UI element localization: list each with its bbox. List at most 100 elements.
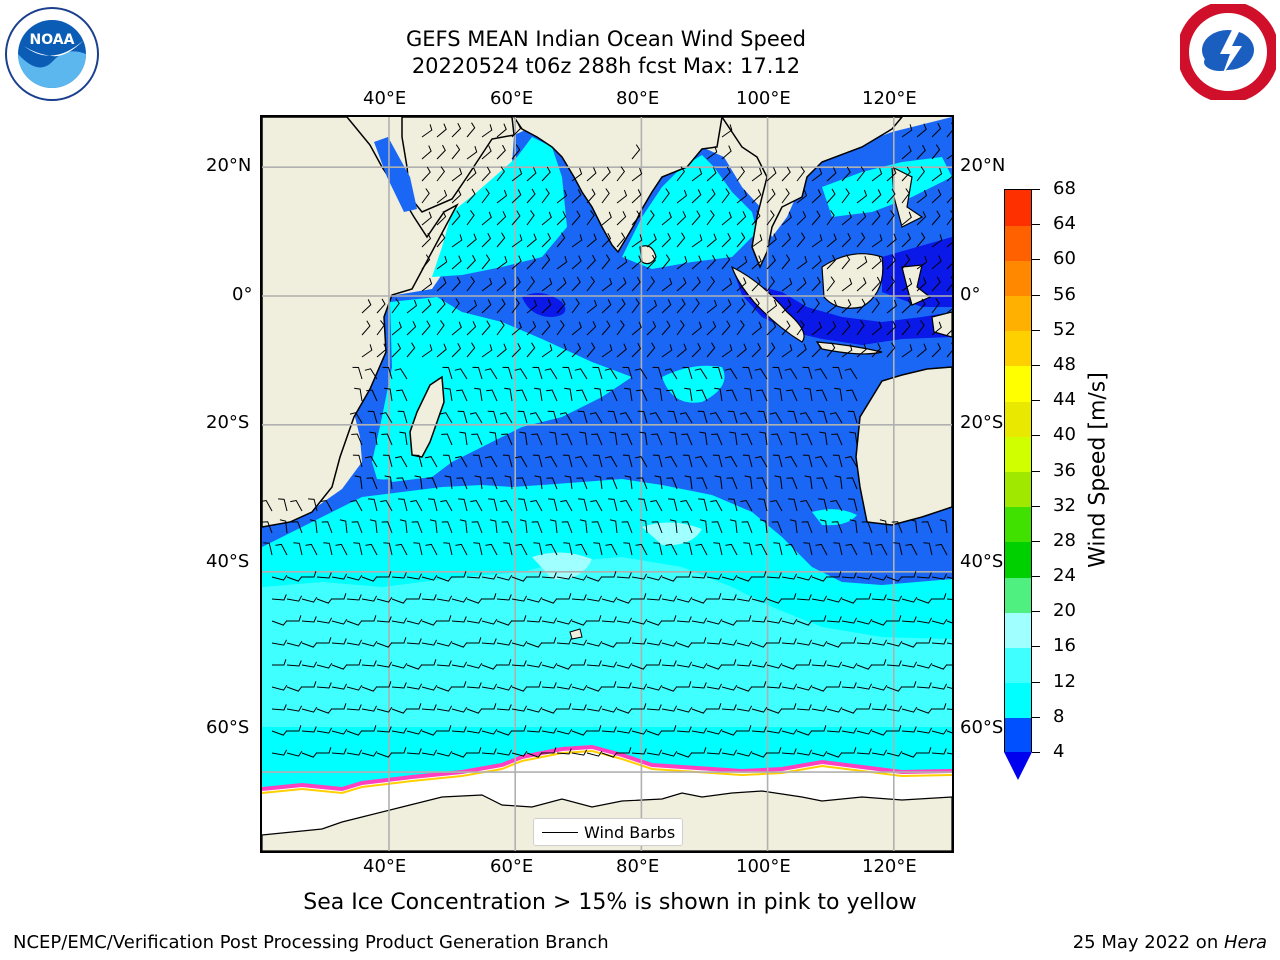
- wind-barb: [361, 705, 378, 712]
- wind-barb: [651, 521, 663, 534]
- wind-barb: [706, 664, 723, 670]
- wind-barb: [646, 342, 656, 358]
- wind-barb: [796, 343, 807, 358]
- wind-barb: [548, 498, 558, 512]
- colorbar-tick-mark: [1032, 716, 1040, 718]
- colorbar-tick-mark: [1032, 470, 1040, 472]
- wind-barb: [946, 686, 952, 689]
- wind-barb: [706, 254, 716, 270]
- wind-barb: [531, 521, 543, 534]
- wind-barb: [677, 571, 692, 578]
- wind-barb: [366, 389, 378, 402]
- wind-barb: [451, 210, 461, 226]
- wind-barb: [601, 320, 611, 336]
- wind-barb: [586, 188, 596, 204]
- wind-barb: [856, 211, 867, 226]
- wind-barb: [654, 475, 663, 490]
- wind-barb: [676, 616, 692, 623]
- wind-barb: [442, 454, 453, 468]
- wind-barb: [436, 166, 446, 182]
- wind-barb: [742, 366, 753, 380]
- wind-barb: [721, 730, 738, 736]
- wind-barb: [381, 521, 393, 534]
- wind-barb: [751, 661, 768, 668]
- wind-barb: [931, 728, 948, 735]
- wind-barb: [916, 277, 927, 292]
- colorbar-tick-label: 12: [1053, 670, 1076, 692]
- wind-barb: [421, 166, 431, 182]
- wind-barb: [406, 299, 418, 314]
- wind-barb: [744, 475, 753, 490]
- wind-barb: [916, 617, 933, 624]
- wind-barb: [406, 321, 417, 336]
- wind-barb: [511, 298, 520, 314]
- wind-barb: [556, 573, 573, 580]
- wind-barb: [796, 749, 813, 756]
- wind-barb: [496, 232, 506, 248]
- wind-barb: [826, 167, 837, 182]
- wind-barb: [847, 410, 858, 424]
- wind-barb: [361, 595, 378, 602]
- wind-barb: [377, 571, 392, 578]
- wind-barb: [781, 664, 798, 670]
- wind-barb: [759, 431, 768, 446]
- wind-barb: [901, 320, 911, 336]
- wind-barb: [811, 210, 821, 226]
- wind-barb: [856, 189, 868, 204]
- lat-label-left: 60°S: [206, 717, 250, 738]
- wind-barb: [661, 188, 670, 204]
- wind-barb: [466, 188, 476, 204]
- wind-barb: [346, 749, 363, 756]
- wind-barb: [511, 210, 521, 226]
- wind-barb: [392, 637, 407, 644]
- colorbar-band: [1005, 577, 1031, 613]
- wind-barb: [549, 519, 558, 534]
- wind-barb: [601, 706, 618, 713]
- wind-barb: [886, 342, 896, 358]
- wind-barb: [424, 456, 438, 468]
- wind-barb: [541, 211, 552, 226]
- colorbar-band: [1005, 717, 1031, 754]
- wind-barb: [511, 167, 523, 182]
- wind-barb: [917, 747, 932, 754]
- wind-barb: [421, 124, 433, 138]
- wind-barb: [466, 708, 483, 714]
- wind-barb: [616, 617, 633, 624]
- wind-barb: [286, 686, 303, 692]
- wind-barb: [544, 456, 558, 468]
- wind-barb: [541, 320, 551, 336]
- wind-barb: [886, 299, 898, 314]
- wind-barb: [526, 752, 543, 758]
- wind-barb: [721, 254, 731, 270]
- wind-barb: [472, 454, 483, 468]
- title-line-2: 20220524 t06z 288h fcst Max: 17.12: [411, 54, 801, 78]
- wind-barb: [361, 320, 371, 336]
- wind-barb: [421, 254, 431, 270]
- wind-barb: [901, 596, 918, 603]
- wind-barb: [451, 122, 462, 138]
- wind-barb: [796, 574, 813, 581]
- wind-barb: [556, 618, 573, 625]
- wind-barb: [496, 320, 505, 336]
- wind-barb: [725, 543, 738, 556]
- wind-barb: [856, 573, 873, 580]
- wind-barb: [391, 572, 407, 579]
- wind-barb: [616, 727, 633, 734]
- wind-barb: [616, 189, 628, 204]
- wind-barb: [616, 298, 626, 314]
- wind-barb: [376, 661, 393, 668]
- wind-barb: [534, 387, 543, 402]
- wind-barb: [631, 664, 648, 670]
- wind-barb: [782, 593, 797, 600]
- wind-barb: [271, 620, 288, 626]
- wind-barb: [811, 189, 822, 204]
- wind-barb: [526, 254, 536, 270]
- wind-barb: [421, 344, 433, 358]
- wind-barb: [871, 298, 880, 314]
- wind-barb: [459, 519, 468, 534]
- wind-barb: [361, 750, 378, 757]
- wind-barb: [421, 704, 437, 711]
- wind-barb: [428, 498, 438, 512]
- wind-barb: [526, 342, 536, 358]
- wind-barb: [481, 573, 498, 580]
